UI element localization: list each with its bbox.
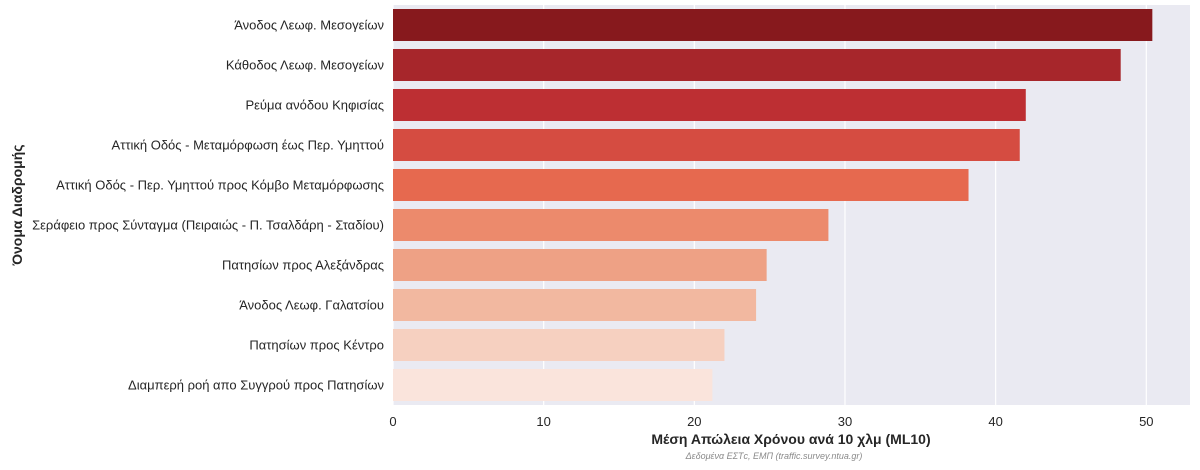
y-tick-label: Πατησίων προς Κέντρο: [249, 338, 384, 353]
bar: [393, 169, 969, 201]
x-tick-label: 40: [988, 414, 1002, 429]
bar: [393, 9, 1153, 41]
x-tick-label: 10: [536, 414, 550, 429]
y-tick-label: Πατησίων προς Αλεξάνδρας: [222, 258, 384, 273]
y-tick-label: Σεράφειο προς Σύνταγμα (Πειραιώς - Π. Τσ…: [32, 218, 384, 233]
bar: [393, 329, 725, 361]
y-tick-label: Αττική Οδός - Μεταμόρφωση έως Περ. Υμηττ…: [112, 138, 384, 153]
y-axis-label: Όνομα Διαδρομής: [9, 144, 25, 266]
x-axis-label: Μέση Απώλεια Χρόνου ανά 10 χλμ (ML10): [651, 431, 930, 447]
y-tick-label: Άνοδος Λεωφ. Μεσογείων: [234, 18, 384, 33]
bar: [393, 369, 713, 401]
x-tick-label: 30: [838, 414, 852, 429]
bar: [393, 89, 1026, 121]
y-tick-label: Αττική Οδός - Περ. Υμηττού προς Κόμβο Με…: [56, 178, 384, 193]
y-tick-label: Κάθοδος Λεωφ. Μεσογείων: [226, 58, 384, 73]
bar: [393, 209, 829, 241]
x-tick-label: 50: [1139, 414, 1153, 429]
x-tick-label: 0: [389, 414, 396, 429]
bar: [393, 249, 767, 281]
bar: [393, 289, 757, 321]
caption: Δεδομένα ΕΣΤc, ΕΜΠ (traffic.survey.ntua.…: [685, 451, 863, 461]
x-tick-label: 20: [687, 414, 701, 429]
y-tick-label: Άνοδος Λεωφ. Γαλατσίου: [239, 298, 384, 313]
bar: [393, 129, 1020, 161]
y-tick-label: Διαμπερή ροή απο Συγγρού προς Πατησίων: [128, 378, 384, 393]
y-tick-label: Ρεύμα ανόδου Κηφισίας: [245, 98, 384, 113]
bar: [393, 49, 1121, 81]
